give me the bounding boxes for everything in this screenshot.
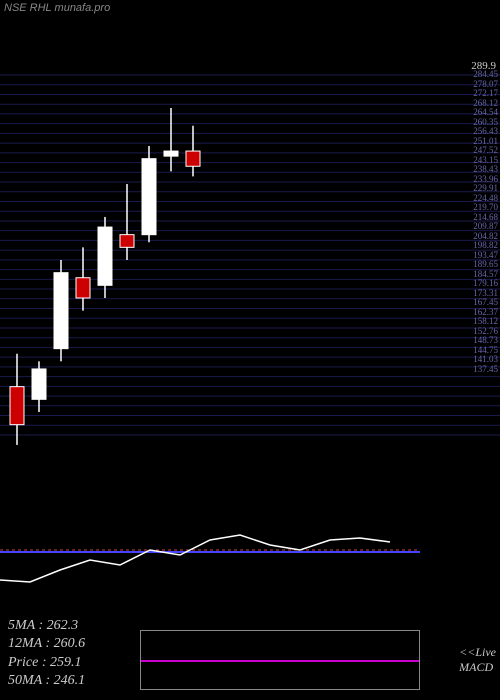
macd-histogram-box [140,630,420,690]
macd-zero-line [141,660,419,662]
y-axis-labels: 284.45278.07272.17268.12264.54260.35256.… [438,70,498,450]
chart-header: NSE RHL munafa.pro [4,2,110,14]
live-label-line1: <<Live [459,645,496,660]
price-value: Price : 259.1 [8,654,85,672]
live-label-line2: MACD [459,660,496,675]
macd-panel [0,510,500,600]
candlestick-chart [0,70,500,450]
ticker-label: NSE RHL munafa.pro [4,2,110,14]
info-panel: 5MA : 262.3 12MA : 260.6 Price : 259.1 5… [8,617,85,690]
live-macd-label: <<Live MACD [459,645,496,675]
ma5-value: 5MA : 262.3 [8,617,85,635]
candlesticks [0,70,500,450]
ma50-value: 50MA : 246.1 [8,672,85,690]
macd-lines [0,510,500,600]
ma12-value: 12MA : 260.6 [8,635,85,653]
chart-container: NSE RHL munafa.pro 289.9 284.45278.07272… [0,0,500,700]
